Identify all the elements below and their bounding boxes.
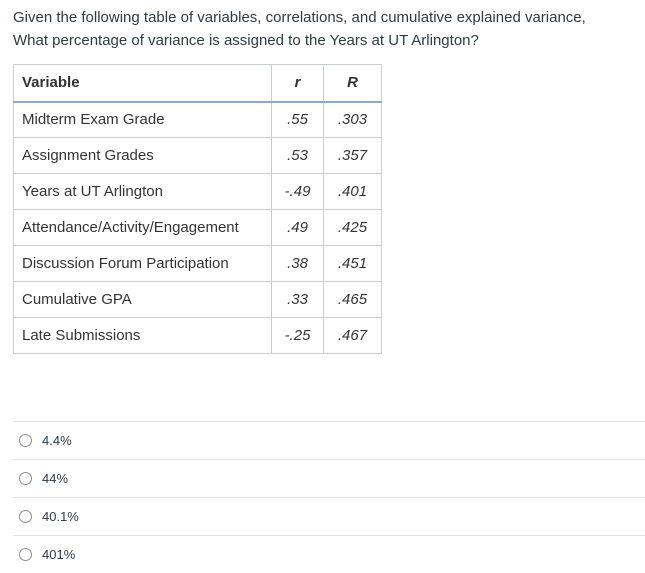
answer-option-3[interactable]: 40.1% — [13, 497, 645, 535]
cell-R: .401 — [323, 173, 382, 210]
cell-r: .49 — [271, 209, 324, 246]
cell-R: .467 — [323, 317, 382, 354]
answer-label: 401% — [42, 547, 76, 562]
table-row: Discussion Forum Participation .38 .451 — [13, 245, 382, 282]
cell-R: .357 — [323, 137, 382, 174]
cell-r: .33 — [271, 281, 324, 318]
header-variable: Variable — [13, 64, 272, 103]
cell-r: .53 — [271, 137, 324, 174]
cell-variable: Attendance/Activity/Engagement — [13, 209, 272, 246]
cell-R: .465 — [323, 281, 382, 318]
radio-button[interactable] — [19, 434, 32, 447]
variables-table: Variable r R Midterm Exam Grade .55 .303… — [13, 64, 382, 354]
cell-r: -.49 — [271, 173, 324, 210]
answer-label: 44% — [42, 471, 69, 486]
cell-variable: Midterm Exam Grade — [13, 101, 272, 138]
cell-R: .425 — [323, 209, 382, 246]
answer-option-1[interactable]: 4.4% — [13, 421, 645, 459]
cell-variable: Years at UT Arlington — [13, 173, 272, 210]
table-row: Midterm Exam Grade .55 .303 — [13, 101, 382, 138]
cell-R: .451 — [323, 245, 382, 282]
question-line-1: Given the following table of variables, … — [13, 9, 586, 26]
radio-button[interactable] — [19, 548, 32, 561]
answer-option-2[interactable]: 44% — [13, 459, 645, 497]
header-R: R — [323, 64, 382, 103]
table-row: Late Submissions -.25 .467 — [13, 317, 382, 354]
answer-option-4[interactable]: 401% — [13, 535, 645, 573]
cell-r: .55 — [271, 101, 324, 138]
table-row: Attendance/Activity/Engagement .49 .425 — [13, 209, 382, 246]
question-line-2: What percentage of variance is assigned … — [13, 32, 479, 49]
cell-R: .303 — [323, 101, 382, 138]
table-row: Assignment Grades .53 .357 — [13, 137, 382, 174]
answer-options: 4.4% 44% 40.1% 401% — [13, 421, 645, 573]
cell-r: .38 — [271, 245, 324, 282]
table-row: Cumulative GPA .33 .465 — [13, 281, 382, 318]
cell-variable: Late Submissions — [13, 317, 272, 354]
cell-variable: Cumulative GPA — [13, 281, 272, 318]
table-header-row: Variable r R — [13, 64, 382, 103]
cell-variable: Assignment Grades — [13, 137, 272, 174]
radio-button[interactable] — [19, 472, 32, 485]
answer-label: 4.4% — [42, 433, 72, 448]
answer-label: 40.1% — [42, 509, 79, 524]
cell-variable: Discussion Forum Participation — [13, 245, 272, 282]
header-r: r — [271, 64, 324, 103]
cell-r: -.25 — [271, 317, 324, 354]
radio-button[interactable] — [19, 510, 32, 523]
table-row: Years at UT Arlington -.49 .401 — [13, 173, 382, 210]
question-text: Given the following table of variables, … — [13, 6, 633, 52]
